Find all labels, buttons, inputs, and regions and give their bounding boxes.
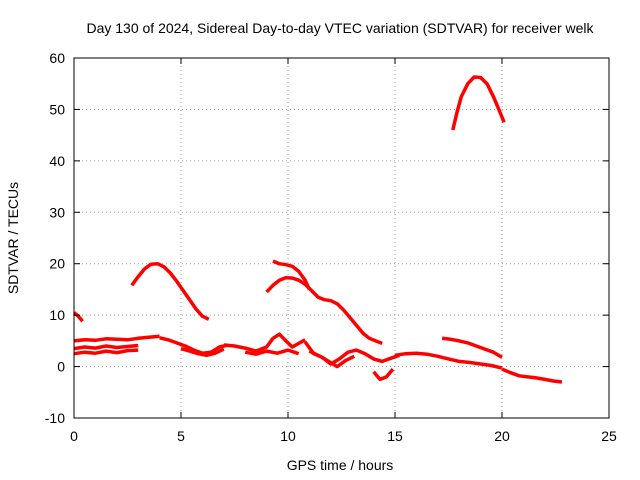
x-axis-title: GPS time / hours: [287, 457, 394, 473]
series-layer: [72, 75, 563, 384]
y-tick-label: 50: [49, 101, 65, 117]
y-tick-label: 0: [57, 359, 65, 375]
plot-frame: [73, 57, 610, 419]
y-tick-label: 30: [49, 204, 65, 220]
series-arc-hump-4h: [130, 261, 210, 321]
x-tick-label: 20: [494, 428, 510, 444]
y-tick-label: 10: [49, 307, 65, 323]
series-tail-20-23h: [501, 367, 563, 384]
series-band-15-19h: [394, 351, 503, 370]
x-tick-label: 0: [70, 428, 78, 444]
y-axis-title: SDTVAR / TECUs: [5, 182, 21, 294]
series-band-7-10h: [223, 332, 306, 353]
series-band-mid-0-3h: [73, 343, 139, 351]
series-arc-early-drop: [72, 311, 84, 323]
series-dip-14-15h: [372, 367, 395, 382]
x-tick-label: 15: [387, 428, 403, 444]
y-tick-label: 20: [49, 256, 65, 272]
series-arc-17-20h: [441, 336, 503, 359]
y-tick-label: -10: [45, 410, 65, 426]
series-arc-decline-10h: [265, 275, 383, 346]
x-tick-label: 25: [601, 428, 617, 444]
series-arc-high-20h: [451, 75, 506, 131]
y-tick-label: 60: [49, 50, 65, 66]
tick-label-layer: 0 5 10 15 20 25 -10 0 10 20 30 40 50 60: [45, 50, 617, 444]
series-band-10-15h: [303, 340, 400, 366]
x-tick-label: 10: [280, 428, 296, 444]
x-tick-label: 5: [177, 428, 185, 444]
tick-layer: [73, 57, 610, 419]
series-arc-peak-10h: [272, 259, 311, 291]
y-tick-label: 40: [49, 153, 65, 169]
series-band-8-10h-lower: [244, 348, 300, 356]
series-band-4-7h: [159, 336, 229, 355]
series-band-5-7h-lower: [180, 346, 225, 358]
series-band-lower-0-3h: [73, 348, 139, 356]
chart-title: Day 130 of 2024, Sidereal Day-to-day VTE…: [86, 20, 594, 36]
series-band-upper-0-4h: [73, 334, 160, 343]
series-band-11-13h-lower: [308, 349, 356, 369]
